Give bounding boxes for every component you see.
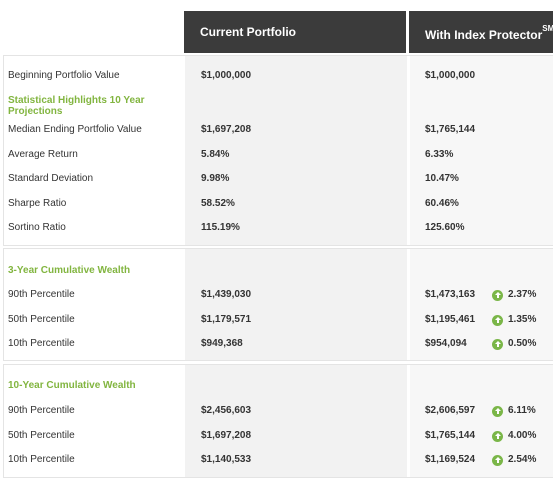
change-value: 1.35% <box>508 314 537 325</box>
summary-section: Beginning Portfolio Value $1,000,000 $1,… <box>3 55 553 246</box>
current-value: $2,456,603 <box>201 405 252 416</box>
change-value: 2.54% <box>508 454 537 465</box>
row-label: 50th Percentile <box>8 430 75 441</box>
column-header-protector: With Index ProtectorSM <box>409 11 553 53</box>
current-value: $1,140,533 <box>201 454 252 465</box>
arrow-up-circle-icon <box>492 430 503 442</box>
protector-value: $1,765,144 <box>425 124 476 135</box>
change-indicator: 6.11% <box>492 401 536 421</box>
table-row: Median Ending Portfolio Value $1,697,208… <box>4 120 553 140</box>
three-year-section: 3-Year Cumulative Wealth 90th Percentile… <box>3 248 553 361</box>
protector-value: $2,606,597 <box>425 405 476 416</box>
protector-value: $1,765,144 <box>425 430 476 441</box>
arrow-up-circle-icon <box>492 289 503 301</box>
table-row: 10th Percentile $1,140,533 $1,169,524 2.… <box>4 450 553 470</box>
table-row: 50th Percentile $1,697,208 $1,765,144 4.… <box>4 426 553 446</box>
three-year-heading: 3-Year Cumulative Wealth <box>8 265 131 276</box>
current-value: 58.52% <box>201 198 235 209</box>
current-value: $1,697,208 <box>201 430 252 441</box>
table-row: Beginning Portfolio Value $1,000,000 $1,… <box>4 66 553 86</box>
row-label: 50th Percentile <box>8 314 75 325</box>
row-label: 90th Percentile <box>8 405 75 416</box>
table-row: Average Return 5.84% 6.33% <box>4 145 553 165</box>
current-value: 5.84% <box>201 149 230 160</box>
protector-column-bg <box>410 365 553 477</box>
change-value: 4.00% <box>508 430 537 441</box>
change-value: 6.11% <box>508 405 536 416</box>
arrow-up-circle-icon <box>492 454 503 466</box>
current-value: $1,697,208 <box>201 124 252 135</box>
current-value: $1,179,571 <box>201 314 252 325</box>
current-column-bg <box>185 249 407 360</box>
change-indicator: 4.00% <box>492 426 536 446</box>
row-label: Sharpe Ratio <box>8 198 67 209</box>
protector-value: 6.33% <box>425 149 454 160</box>
change-indicator: 2.54% <box>492 450 536 470</box>
row-label: Standard Deviation <box>8 173 94 184</box>
row-label: 90th Percentile <box>8 289 75 300</box>
change-indicator: 2.37% <box>492 285 536 305</box>
protector-value: 125.60% <box>425 222 465 233</box>
ten-year-heading: 10-Year Cumulative Wealth <box>8 380 136 391</box>
table-row: Sortino Ratio 115.19% 125.60% <box>4 218 553 238</box>
table-row: Sharpe Ratio 58.52% 60.46% <box>4 194 553 214</box>
current-value: $1,439,030 <box>201 289 252 300</box>
table-row: 90th Percentile $2,456,603 $2,606,597 6.… <box>4 401 553 421</box>
protector-header-label: With Index Protector <box>425 28 543 42</box>
protector-value: 10.47% <box>425 173 459 184</box>
current-value: 9.98% <box>201 173 230 184</box>
current-value: 115.19% <box>201 222 240 233</box>
protector-column-bg <box>410 56 553 245</box>
protector-value: $954,094 <box>425 338 467 349</box>
highlights-heading: Statistical Highlights 10 Year Projectio… <box>8 95 145 117</box>
table-row: 90th Percentile $1,439,030 $1,473,163 2.… <box>4 285 553 305</box>
arrow-up-circle-icon <box>492 338 503 350</box>
change-value: 0.50% <box>508 338 537 349</box>
change-indicator: 0.50% <box>492 334 536 354</box>
table-row: Standard Deviation 9.98% 10.47% <box>4 169 553 189</box>
current-column-bg <box>185 56 407 245</box>
arrow-up-circle-icon <box>492 405 503 417</box>
current-value: $949,368 <box>201 338 243 349</box>
current-column-bg <box>185 365 407 477</box>
row-label: 10th Percentile <box>8 454 75 465</box>
protector-value: $1,000,000 <box>425 70 476 81</box>
row-label: Beginning Portfolio Value <box>8 70 120 81</box>
protector-column-bg <box>410 249 553 360</box>
service-mark: SM <box>542 24 553 33</box>
row-label: Median Ending Portfolio Value <box>8 124 142 135</box>
ten-year-section: 10-Year Cumulative Wealth 90th Percentil… <box>3 364 553 478</box>
table-row: 10th Percentile $949,368 $954,094 0.50% <box>4 334 553 354</box>
row-label: Sortino Ratio <box>8 222 66 233</box>
change-indicator: 1.35% <box>492 310 536 330</box>
row-label: Average Return <box>8 149 78 160</box>
protector-value: $1,473,163 <box>425 289 476 300</box>
change-value: 2.37% <box>508 289 537 300</box>
column-header-current: Current Portfolio <box>184 11 406 53</box>
protector-value: 60.46% <box>425 198 459 209</box>
protector-value: $1,195,461 <box>425 314 476 325</box>
current-value: $1,000,000 <box>201 70 252 81</box>
protector-value: $1,169,524 <box>425 454 476 465</box>
row-label: 10th Percentile <box>8 338 75 349</box>
arrow-up-circle-icon <box>492 314 503 326</box>
table-row: 50th Percentile $1,179,571 $1,195,461 1.… <box>4 310 553 330</box>
